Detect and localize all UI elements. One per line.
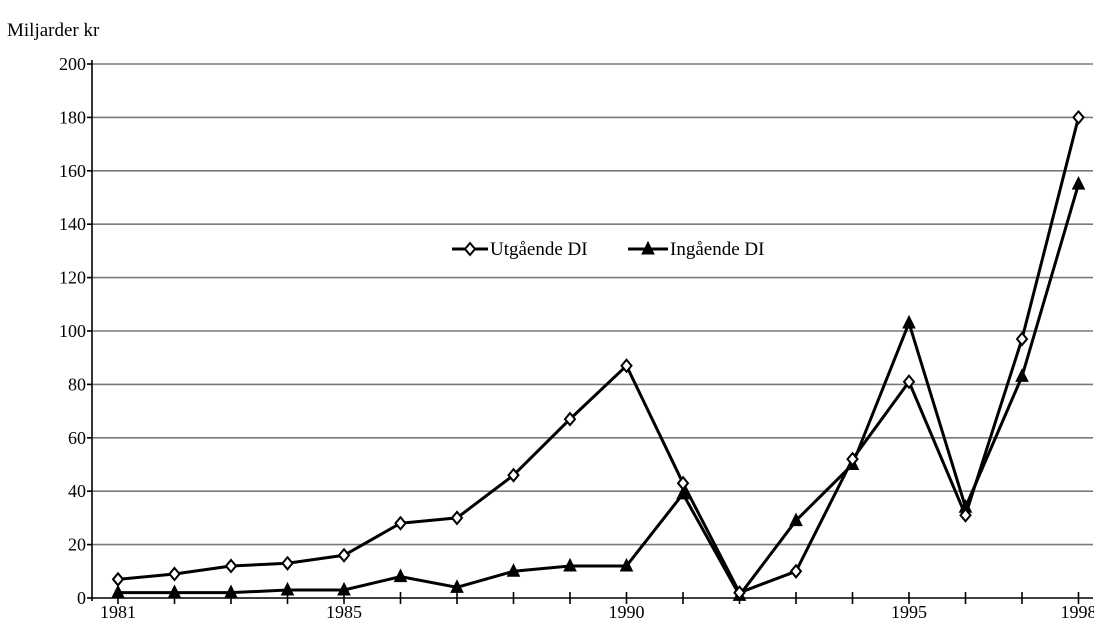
- data-point: [902, 314, 916, 329]
- y-tick-label: 180: [59, 107, 86, 127]
- series-ingaende: [111, 176, 1086, 601]
- series-line: [118, 183, 1080, 597]
- x-tick-label: 1995: [891, 602, 927, 622]
- data-point: [789, 512, 803, 527]
- y-tick-label: 80: [68, 374, 86, 394]
- data-point: [733, 585, 746, 601]
- x-tick-label: 1998: [1061, 602, 1094, 622]
- x-tick-label: 1990: [609, 602, 645, 622]
- legend-label: Ingående DI: [670, 239, 764, 260]
- series-group: [111, 109, 1086, 601]
- legend-label: Utgående DI: [490, 239, 588, 260]
- y-tick-label: 40: [68, 481, 86, 501]
- y-tick-label: 20: [68, 535, 86, 555]
- y-tick-label: 200: [59, 54, 86, 74]
- series-line: [117, 117, 1080, 595]
- data-point: [641, 240, 655, 255]
- data-point: [1015, 368, 1029, 382]
- data-point: [563, 557, 577, 572]
- series-utgaende: [111, 109, 1085, 601]
- grid-lines: [92, 63, 1093, 546]
- y-ticks: 0 20 40 60 80 100 120 140 160 180 200: [59, 54, 92, 608]
- legend-entry-ingaende: Ingående DI: [628, 239, 764, 260]
- data-point: [1015, 331, 1029, 347]
- data-point: [1071, 176, 1086, 190]
- y-tick-label: 0: [77, 588, 86, 608]
- data-point: [224, 558, 238, 574]
- y-tick-label: 100: [59, 321, 86, 341]
- data-point: [111, 571, 125, 587]
- data-point: [619, 557, 634, 572]
- data-point: [168, 566, 181, 582]
- data-point: [676, 475, 690, 491]
- data-point: [393, 568, 408, 583]
- legend: Utgående DI Ingående DI: [452, 239, 764, 260]
- data-point: [463, 241, 477, 257]
- y-tick-label: 160: [59, 161, 86, 181]
- data-point: [167, 584, 182, 599]
- x-ticks: 1981 1985 1990 1995 1998: [100, 592, 1094, 622]
- data-point: [337, 581, 351, 596]
- data-point: [506, 563, 521, 577]
- y-tick-label: 140: [59, 214, 86, 234]
- data-point: [280, 581, 295, 596]
- data-point: [620, 358, 633, 374]
- data-point: [789, 563, 803, 579]
- data-point: [450, 579, 464, 593]
- data-point: [111, 584, 125, 599]
- y-tick-label: 120: [59, 268, 86, 288]
- data-point: [846, 451, 859, 467]
- data-point: [1072, 109, 1085, 125]
- data-point: [224, 584, 238, 599]
- legend-entry-utgaende: Utgående DI: [452, 239, 588, 260]
- x-tick-label: 1981: [100, 602, 136, 622]
- y-axis-label: Miljarder kr: [7, 20, 100, 41]
- data-point: [959, 507, 972, 523]
- x-tick-label: 1985: [326, 602, 362, 622]
- data-point: [394, 515, 407, 531]
- y-tick-label: 60: [68, 428, 86, 448]
- data-point: [281, 555, 294, 571]
- data-point: [507, 467, 520, 483]
- data-point: [676, 485, 690, 500]
- data-point: [450, 510, 464, 526]
- data-point: [902, 374, 916, 390]
- data-point: [563, 411, 577, 427]
- data-point: [337, 547, 351, 563]
